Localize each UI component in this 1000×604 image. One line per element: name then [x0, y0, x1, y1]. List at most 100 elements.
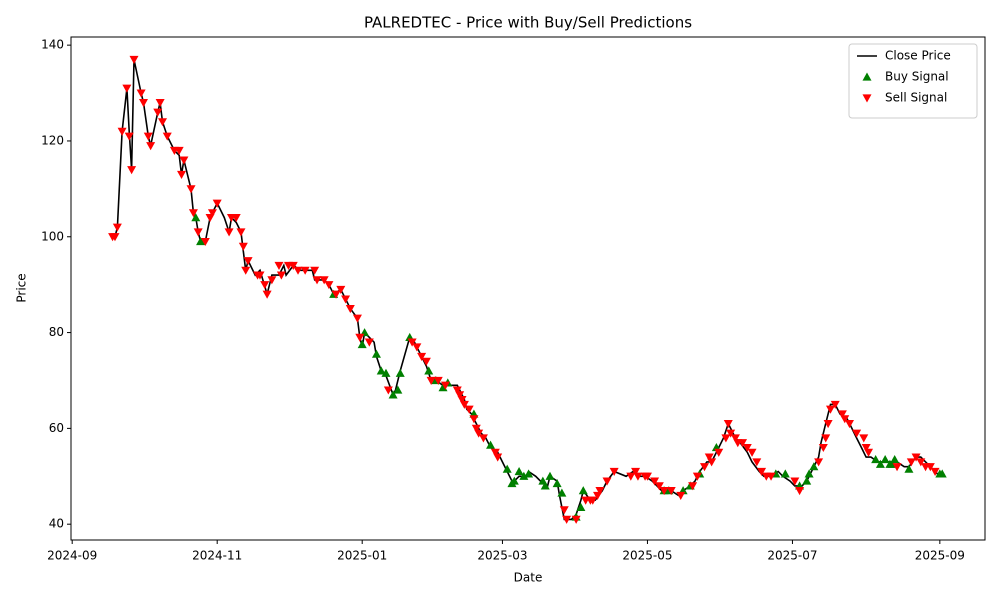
signal-marker	[300, 266, 310, 275]
y-tick-label: 80	[49, 325, 64, 339]
signal-marker	[153, 108, 163, 117]
signal-marker	[155, 99, 165, 108]
signal-marker	[255, 271, 265, 280]
signal-marker	[459, 400, 469, 409]
signal-marker	[861, 443, 871, 453]
signal-marker	[707, 458, 717, 467]
signal-marker	[692, 472, 702, 481]
signal-marker	[790, 477, 800, 486]
signal-marker	[930, 467, 940, 476]
signal-marker	[464, 405, 474, 414]
x-axis-label: Date	[514, 571, 543, 585]
signal-marker	[925, 463, 935, 472]
signal-marker	[274, 261, 284, 271]
signal-marker	[200, 237, 210, 247]
signal-marker	[890, 455, 900, 464]
signal-marker	[519, 471, 529, 480]
signal-marker	[352, 314, 362, 323]
signal-marker	[143, 132, 153, 141]
signal-marker	[723, 419, 733, 429]
signal-marker	[766, 472, 776, 481]
signal-marker	[571, 515, 581, 524]
signal-marker	[576, 502, 586, 512]
signal-marker	[700, 463, 710, 472]
signal-marker	[845, 419, 855, 429]
signal-marker	[904, 464, 914, 473]
signal-marker	[158, 118, 168, 127]
signal-marker	[595, 487, 605, 496]
signal-marker	[262, 290, 272, 299]
y-tick-label: 40	[49, 517, 64, 531]
signal-marker	[231, 214, 241, 223]
signal-marker	[493, 453, 503, 462]
y-tick-label: 140	[41, 38, 64, 52]
signal-marker	[324, 281, 334, 290]
signal-marker	[514, 466, 524, 476]
chart-title: PALREDTEC - Price with Buy/Sell Predicti…	[364, 14, 692, 32]
signal-marker	[474, 429, 484, 438]
x-tick-label: 2025-07	[767, 549, 817, 563]
signal-marker	[859, 434, 869, 443]
signal-marker	[207, 209, 217, 218]
signal-marker	[336, 285, 346, 294]
signal-marker	[654, 482, 664, 491]
signal-marker	[293, 266, 303, 275]
signal-marker	[331, 290, 341, 299]
signal-marker	[193, 228, 203, 237]
legend-swatch	[862, 94, 872, 103]
signal-marker	[557, 488, 567, 497]
signal-marker	[345, 305, 355, 314]
signal-marker	[417, 352, 427, 362]
signal-marker	[124, 132, 134, 141]
signal-marker	[609, 467, 619, 476]
signal-marker	[174, 146, 184, 156]
signal-marker	[452, 386, 462, 395]
signal-marker	[421, 357, 431, 366]
legend-swatch	[862, 72, 872, 81]
signal-marker	[310, 266, 320, 275]
signal-marker	[676, 491, 686, 500]
signal-marker	[312, 276, 322, 285]
signal-marker	[892, 463, 902, 472]
y-tick-label: 60	[49, 421, 64, 435]
signal-marker	[502, 464, 512, 473]
signal-marker	[880, 455, 890, 464]
signal-marker	[626, 472, 636, 481]
signal-marker	[821, 434, 831, 443]
signal-marker	[659, 487, 669, 496]
signal-marker	[631, 467, 641, 476]
signal-marker	[433, 376, 443, 385]
signal-marker	[852, 429, 862, 438]
signal-marker	[388, 390, 398, 399]
signal-marker	[455, 391, 465, 400]
signal-marker	[440, 381, 450, 390]
y-tick-label: 120	[41, 133, 64, 147]
signal-marker	[795, 487, 805, 496]
signal-marker	[688, 482, 698, 491]
signal-marker	[864, 448, 874, 457]
signal-marker	[818, 443, 828, 453]
signal-marker	[478, 434, 488, 443]
legend-label: Sell Signal	[885, 91, 947, 105]
signal-marker	[129, 55, 139, 65]
signal-marker	[127, 166, 137, 175]
plot-frame	[70, 36, 986, 541]
signal-marker	[559, 506, 569, 515]
signal-marker	[730, 434, 740, 443]
signal-marker	[875, 459, 885, 468]
x-tick-label: 2025-05	[622, 549, 672, 563]
signal-marker	[191, 213, 201, 222]
signal-marker	[376, 366, 386, 375]
signal-marker	[381, 368, 391, 377]
x-tick-label: 2025-01	[337, 549, 387, 563]
signal-marker	[486, 440, 496, 449]
signal-marker	[666, 487, 676, 496]
y-axis-label: Price	[15, 273, 29, 302]
signal-marker	[911, 453, 921, 462]
signal-marker	[357, 340, 367, 349]
signal-marker	[509, 476, 519, 485]
signal-marker	[840, 415, 850, 424]
signal-marker	[823, 419, 833, 429]
